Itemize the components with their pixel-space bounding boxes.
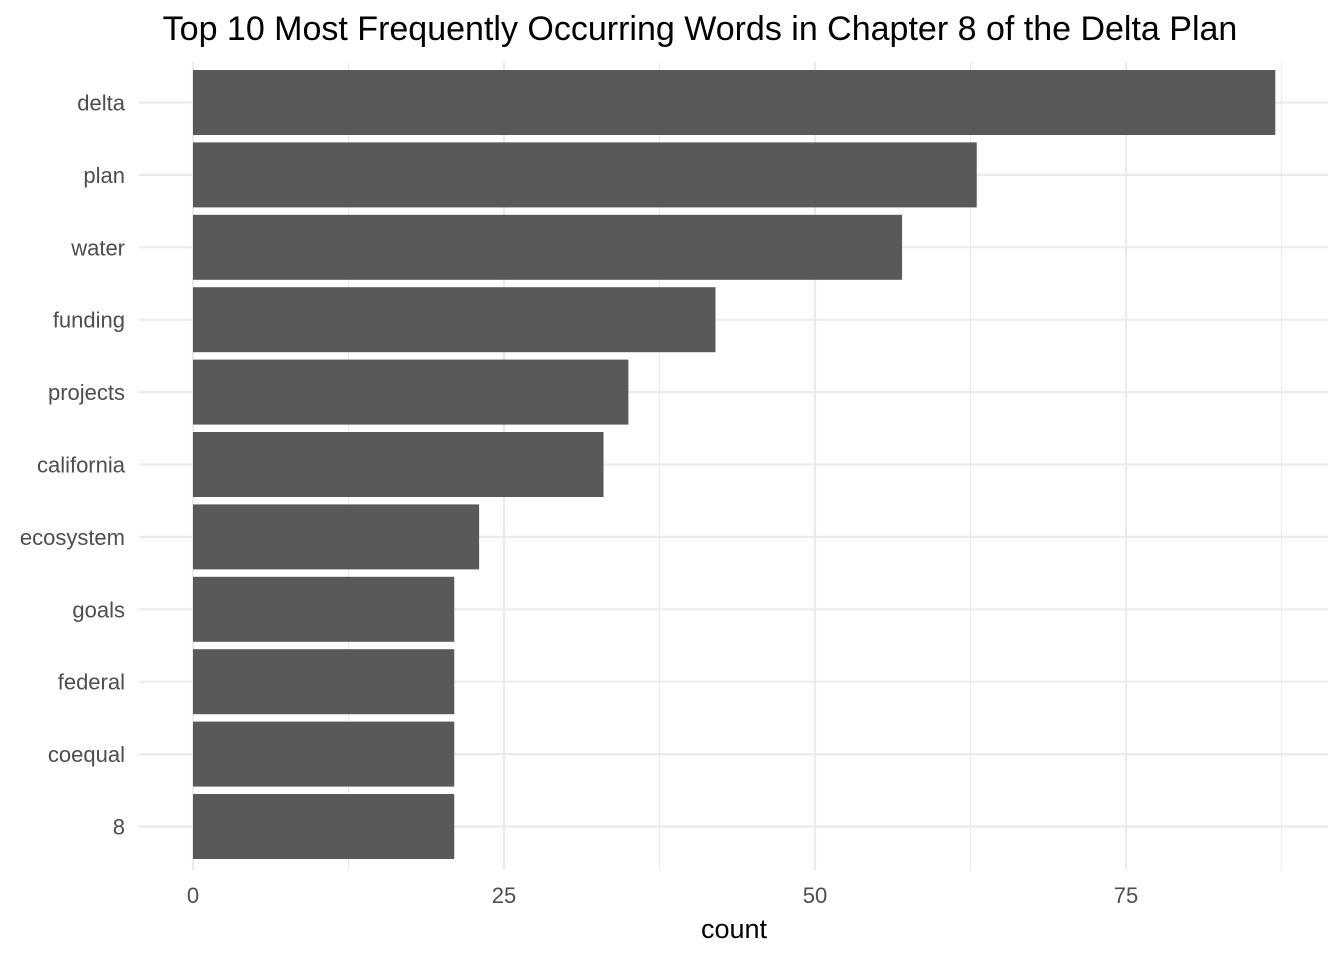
x-tick-label: 0 xyxy=(187,883,199,908)
bar-coequal xyxy=(193,721,455,787)
bar-plan xyxy=(193,142,977,208)
bar-california xyxy=(193,432,604,497)
chart-title: Top 10 Most Frequently Occurring Words i… xyxy=(163,10,1238,48)
x-axis-tick-labels: 0 25 50 75 xyxy=(187,883,1138,908)
y-tick-label: coequal xyxy=(48,742,125,767)
y-tick-label: goals xyxy=(72,597,125,622)
y-tick-label: 8 xyxy=(113,815,125,840)
bar-federal xyxy=(193,649,455,715)
x-tick-label: 75 xyxy=(1114,883,1138,908)
bar-8 xyxy=(193,794,455,859)
bar-delta xyxy=(193,70,1276,135)
x-tick-label: 25 xyxy=(492,883,516,908)
y-tick-label: funding xyxy=(53,308,125,333)
y-tick-label: federal xyxy=(58,670,125,695)
y-axis-tick-labels: delta plan water funding projects california e… xyxy=(20,91,126,840)
bar-ecosystem xyxy=(193,504,480,570)
y-tick-label: ecosystem xyxy=(20,525,125,550)
bar-funding xyxy=(193,287,716,353)
x-tick-label: 50 xyxy=(803,883,827,908)
y-tick-label: california xyxy=(37,453,126,478)
bar-water xyxy=(193,214,903,280)
y-tick-label: delta xyxy=(77,91,125,116)
y-tick-label: projects xyxy=(48,380,125,405)
y-tick-label: water xyxy=(70,235,125,260)
bars xyxy=(193,70,1276,859)
bar-goals xyxy=(193,576,455,642)
x-axis-title: count xyxy=(701,914,768,944)
bar-projects xyxy=(193,359,629,425)
y-tick-label: plan xyxy=(83,163,125,188)
